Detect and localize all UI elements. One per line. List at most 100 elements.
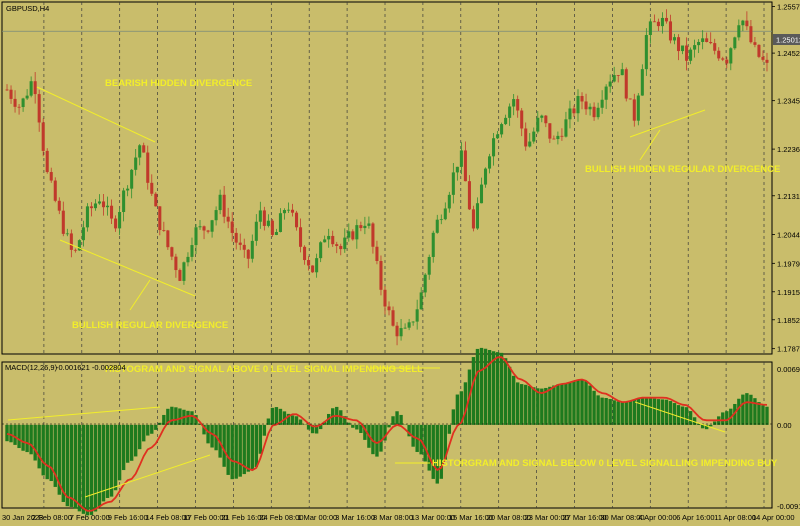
y-tick-label: 1.23450 [777, 97, 800, 106]
candle-body [222, 194, 226, 217]
candle-body [500, 124, 504, 135]
price-pane-border [1, 1, 773, 355]
candle-body [262, 210, 266, 226]
candle-body [528, 141, 532, 147]
candle-body [644, 35, 648, 70]
histogram-bar [596, 395, 600, 425]
candle-body [130, 169, 134, 189]
candle-body [110, 205, 114, 219]
x-tick-label: 21 Feb 16:00 [221, 513, 265, 522]
histogram-bar [741, 394, 745, 425]
candle-body [580, 96, 584, 102]
candle-body [467, 181, 471, 210]
candle-body [367, 223, 371, 226]
candle-body [101, 201, 106, 208]
histogram-bar [451, 409, 456, 425]
histogram-bar [532, 387, 536, 425]
histogram-bar [439, 424, 443, 479]
histogram-bar [749, 394, 753, 425]
macd-below-label: HISTORGRAM AND SIGNAL BELOW 0 LEVEL SIGN… [432, 458, 778, 469]
y-tick-label: 1.18520 [777, 316, 800, 325]
candle-body [524, 128, 528, 147]
candle-body [475, 203, 480, 229]
histogram-bar [21, 424, 25, 451]
histogram-bar [174, 407, 178, 425]
macd-upper-line [7, 406, 161, 421]
candle-body [327, 235, 331, 240]
histogram-bar [636, 398, 641, 425]
histogram-bar [154, 424, 158, 430]
candle-body [508, 106, 512, 118]
candle-body [331, 235, 335, 245]
histogram-bar [298, 419, 303, 425]
candle-body [745, 20, 749, 27]
histogram-bar [322, 421, 327, 425]
candle-body [765, 59, 769, 63]
candle-body [254, 221, 258, 241]
candle-body [363, 225, 367, 229]
candle-body [496, 134, 500, 139]
histogram-bar [166, 408, 170, 425]
histogram-bar [17, 424, 21, 449]
histogram-bar [318, 424, 323, 430]
candle-body [206, 230, 210, 232]
bullish-regular-price-line [59, 239, 196, 297]
candle-body [210, 220, 214, 232]
histogram-bar [624, 401, 628, 425]
histogram-bar [511, 375, 516, 425]
candle-body [351, 231, 355, 240]
candle-body [656, 21, 660, 27]
candle-body [106, 205, 110, 208]
histogram-bar [274, 407, 279, 425]
candle-body [588, 106, 592, 110]
histogram-bar [463, 382, 468, 425]
candle-body [282, 210, 286, 214]
candle-body [41, 122, 45, 151]
histogram-bar [721, 412, 725, 425]
histogram-bar [351, 424, 355, 428]
candle-body [741, 20, 745, 26]
candle-body [226, 216, 230, 222]
histogram-bar [294, 416, 299, 425]
candle-body [126, 188, 130, 191]
histogram-bar [125, 424, 130, 463]
divergence-lines [7, 86, 726, 498]
histogram-bar [483, 348, 488, 425]
candle-body [439, 219, 443, 221]
candle-body [701, 38, 705, 42]
candle-body [632, 99, 636, 121]
candle-body [403, 327, 407, 329]
candle-body [608, 81, 612, 87]
candle-body [274, 231, 278, 235]
histogram-bar [194, 415, 198, 425]
candle-body [150, 182, 154, 194]
histogram-bar [709, 424, 713, 427]
histogram-bar [53, 424, 57, 487]
histogram-bar [680, 406, 685, 425]
histogram-bar [375, 424, 379, 457]
candle-body [65, 233, 69, 235]
candle-body [25, 95, 29, 99]
histogram-bar [310, 424, 315, 434]
histogram-bar [238, 424, 242, 477]
histogram-bar [306, 424, 311, 430]
candle-body [548, 123, 552, 139]
histogram-bar [471, 357, 476, 425]
candle-body [564, 119, 568, 137]
histogram-bar [347, 422, 351, 425]
candle-body [584, 101, 588, 110]
candle-body [319, 242, 323, 259]
x-tick-label: 24 Feb 08:00 [259, 513, 303, 522]
candle-body [89, 206, 93, 209]
histogram-bar [620, 402, 624, 425]
histogram-bar [391, 416, 395, 425]
histogram-bar [266, 418, 271, 425]
histogram-bar [528, 385, 532, 425]
histogram-bar [262, 424, 267, 436]
x-tick-label: 7 Feb 00:00 [70, 513, 110, 522]
candle-body [648, 21, 652, 36]
candle-body [49, 172, 53, 181]
